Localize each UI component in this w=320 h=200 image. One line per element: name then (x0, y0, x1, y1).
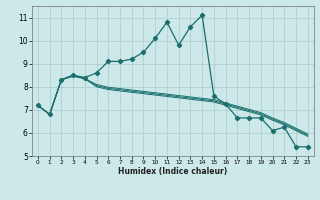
X-axis label: Humidex (Indice chaleur): Humidex (Indice chaleur) (118, 167, 228, 176)
